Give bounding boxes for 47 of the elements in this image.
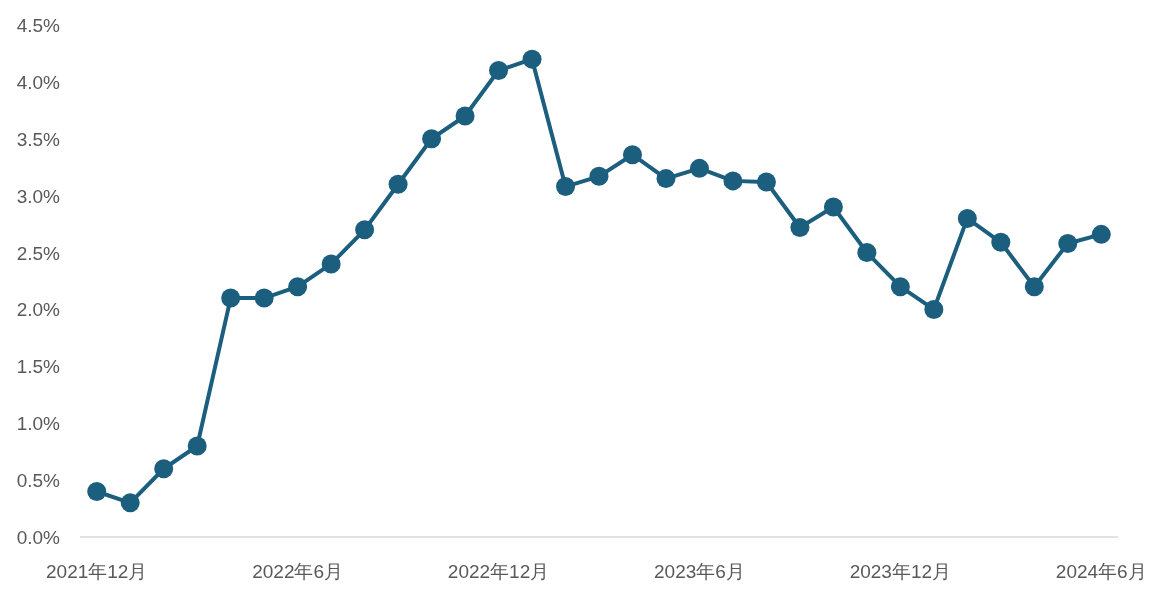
point [388,174,408,194]
point [87,481,107,501]
point [924,299,944,319]
point [589,166,609,186]
y-tick-label: 4.0% [16,71,61,93]
point [790,218,810,238]
point [1024,277,1044,297]
point [288,277,308,297]
point [756,172,776,192]
x-tick-label: 2023年12月 [849,561,952,582]
y-tick-label: 3.0% [16,185,61,207]
point [723,171,743,191]
point [321,254,341,274]
x-tick-label: 2022年12月 [447,561,550,582]
y-tick-label: 1.0% [16,413,61,435]
point [857,243,877,263]
y-tick-label: 0.5% [16,470,61,492]
x-tick-label: 2024年6月 [1055,561,1147,582]
point [556,177,576,197]
point [522,49,542,69]
y-tick-label: 3.5% [16,128,61,150]
y-tick-label: 0.0% [16,527,61,548]
point [355,220,375,240]
point [221,288,241,308]
point [622,145,642,165]
x-tick-label: 2021年12月 [46,561,148,582]
point [254,288,274,308]
y-tick-label: 4.5% [16,15,61,36]
point [656,169,676,189]
y-tick-label: 1.5% [16,356,61,378]
point [422,129,442,149]
point [991,232,1011,252]
point [187,436,207,456]
point [957,208,977,228]
point [823,197,843,217]
point [689,158,709,178]
x-tick-label: 2022年6月 [252,561,344,582]
point [154,459,174,479]
y-tick-label: 2.0% [16,299,61,321]
x-tick-label: 2023年6月 [654,561,745,582]
point [489,61,509,81]
point [120,493,140,513]
point [1091,224,1111,244]
y-tick-label: 2.5% [16,242,61,264]
point [1058,233,1078,253]
point [455,106,475,126]
point [890,277,910,297]
